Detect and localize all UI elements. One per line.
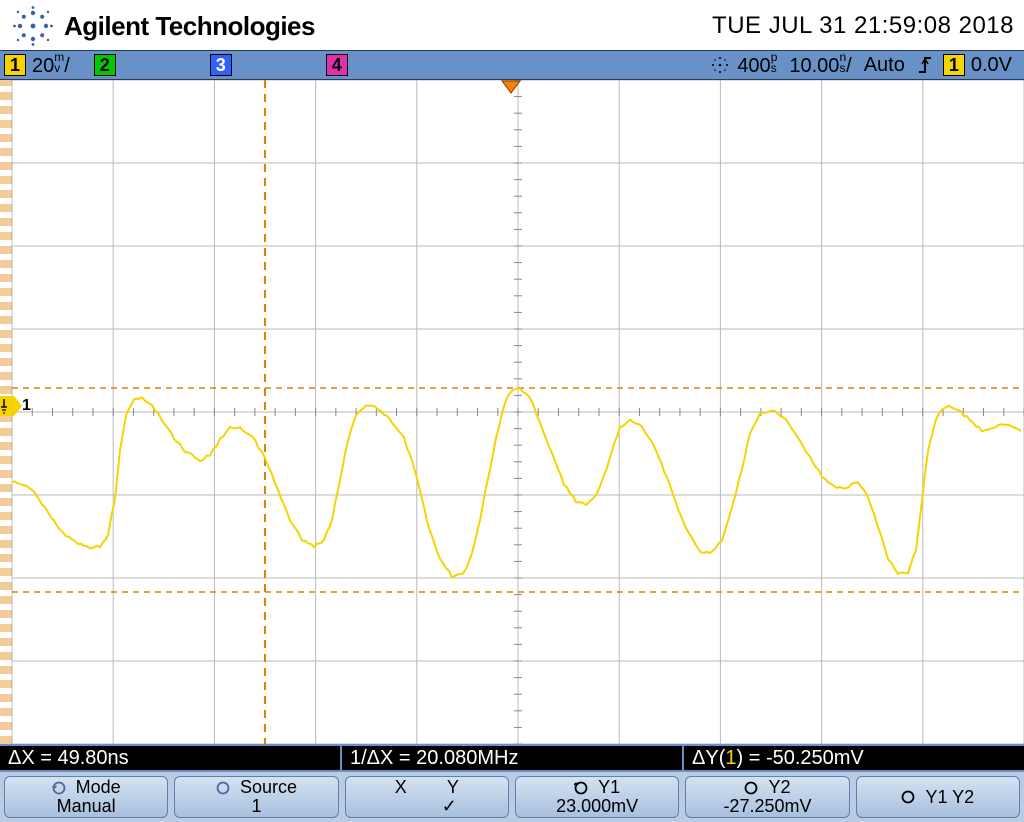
softkey-y1y2-label: Y1 Y2 [925,788,974,807]
timebase-group[interactable]: 10.00ns/ [783,52,857,78]
softkey-bar: Mode Manual Source 1 X Y ✓ Y1 23.000mV Y2… [0,770,1024,822]
knob-icon [574,781,588,795]
waveform-canvas [0,80,1024,744]
ch1-scale[interactable]: 20mv/ [32,52,70,78]
ch1-ground-label: 1 [22,397,31,415]
parameter-bar: 1 20mv/ 2 3 4 400ps 10.00ns/ Auto 1 0.0V [0,50,1024,80]
scope-display: 1 [0,80,1024,744]
delay-group[interactable]: 400ps [703,52,783,78]
softkey-mode[interactable]: Mode Manual [4,776,168,818]
acq-mode[interactable]: Auto [858,54,911,77]
softkey-xy[interactable]: X Y ✓ [345,776,509,818]
softkey-y2[interactable]: Y2 -27.250mV [685,776,849,818]
knob-icon [744,781,758,795]
knob-icon [52,781,66,795]
brand-text: Agilent Technologies [64,11,315,42]
meas-inv-delta-x: 1/ΔX = 20.080MHz [342,746,684,770]
fine-adjust-icon [709,54,731,76]
timebase-value: 10.00ns/ [789,52,851,78]
agilent-logo-icon [10,6,56,46]
trigger-edge-icon[interactable] [911,54,939,76]
softkey-mode-label: Mode [76,778,121,797]
softkey-y1y2[interactable]: Y1 Y2 [856,776,1020,818]
softkey-y-label: Y [447,778,459,797]
softkey-y1[interactable]: Y1 23.000mV [515,776,679,818]
softkey-source[interactable]: Source 1 [174,776,338,818]
softkey-y1-label: Y1 [598,778,620,797]
ch4-badge[interactable]: 4 [326,54,348,76]
ch2-badge[interactable]: 2 [94,54,116,76]
ch1-scale-value: 20 [32,55,54,77]
check-icon: ✓ [442,797,457,816]
trigger-position-marker [500,80,522,99]
meas-delta-x: ΔX = 49.80ns [0,746,342,770]
softkey-x-label: X [395,778,407,797]
softkey-y2-value: -27.250mV [723,797,811,816]
trigger-level[interactable]: 0.0V [965,54,1024,77]
meas-delta-y: ΔY(1) = -50.250mV [684,746,1024,770]
softkey-mode-value: Manual [57,797,116,816]
knob-icon [901,790,915,804]
measurement-bar: ΔX = 49.80ns 1/ΔX = 20.080MHz ΔY(1) = -5… [0,744,1024,770]
trigger-source-badge[interactable]: 1 [943,54,965,76]
timestamp: TUE JUL 31 21:59:08 2018 [712,12,1014,40]
knob-icon [216,781,230,795]
softkey-source-value: 1 [251,797,261,816]
softkey-y1-value: 23.000mV [556,797,638,816]
softkey-y2-label: Y2 [768,778,790,797]
delay-value: 400ps [737,52,777,78]
brand-block: Agilent Technologies [10,6,315,46]
header-bar: Agilent Technologies TUE JUL 31 21:59:08… [0,0,1024,50]
ch1-badge[interactable]: 1 [4,54,26,76]
ch1-ground-marker: 1 [0,396,31,416]
softkey-source-label: Source [240,778,297,797]
ch3-badge[interactable]: 3 [210,54,232,76]
